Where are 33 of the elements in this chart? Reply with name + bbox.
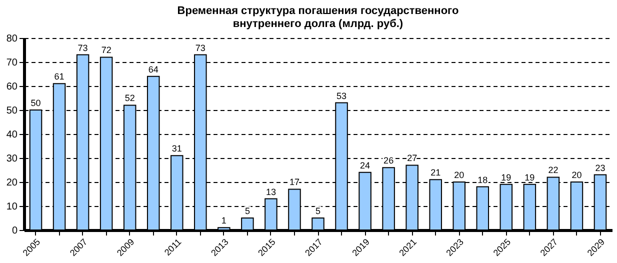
text: внутреннего долга (млрд. руб.) <box>232 18 404 30</box>
y-tick-label: 80 <box>6 34 18 44</box>
data-label: 73 <box>78 42 88 53</box>
data-label: 64 <box>148 64 158 74</box>
y-tick-label: 0 <box>12 226 18 236</box>
data-label: 52 <box>124 93 135 104</box>
data-label: 53 <box>336 90 347 101</box>
data-label: 20 <box>572 170 582 180</box>
data-label: 31 <box>172 144 182 154</box>
data-label: 19 <box>524 172 535 182</box>
data-label: 22 <box>548 165 558 176</box>
data-label: 23 <box>595 162 606 173</box>
data-label: 50 <box>30 98 41 108</box>
data-label: 13 <box>266 186 276 197</box>
y-tick-label: 30 <box>6 154 18 164</box>
data-label: 5 <box>315 206 321 216</box>
y-tick-label: 60 <box>6 82 18 92</box>
y-tick-label: 50 <box>6 106 18 116</box>
data-label: 24 <box>360 160 370 170</box>
y-tick-label: 40 <box>6 130 18 140</box>
data-label: 27 <box>407 153 418 164</box>
data-label: 72 <box>101 45 112 56</box>
data-label: 21 <box>430 168 441 178</box>
y-tick-label: 20 <box>6 178 18 188</box>
y-tick-label: 70 <box>6 58 18 68</box>
data-label: 73 <box>195 42 206 53</box>
data-label: 19 <box>501 172 512 182</box>
data-label: 1 <box>221 216 226 226</box>
text: Временная структура погашения государственного <box>177 5 459 17</box>
data-label: 20 <box>454 170 464 180</box>
data-label: 5 <box>244 206 250 216</box>
data-label: 61 <box>54 72 64 82</box>
y-tick-label: 10 <box>6 202 18 212</box>
